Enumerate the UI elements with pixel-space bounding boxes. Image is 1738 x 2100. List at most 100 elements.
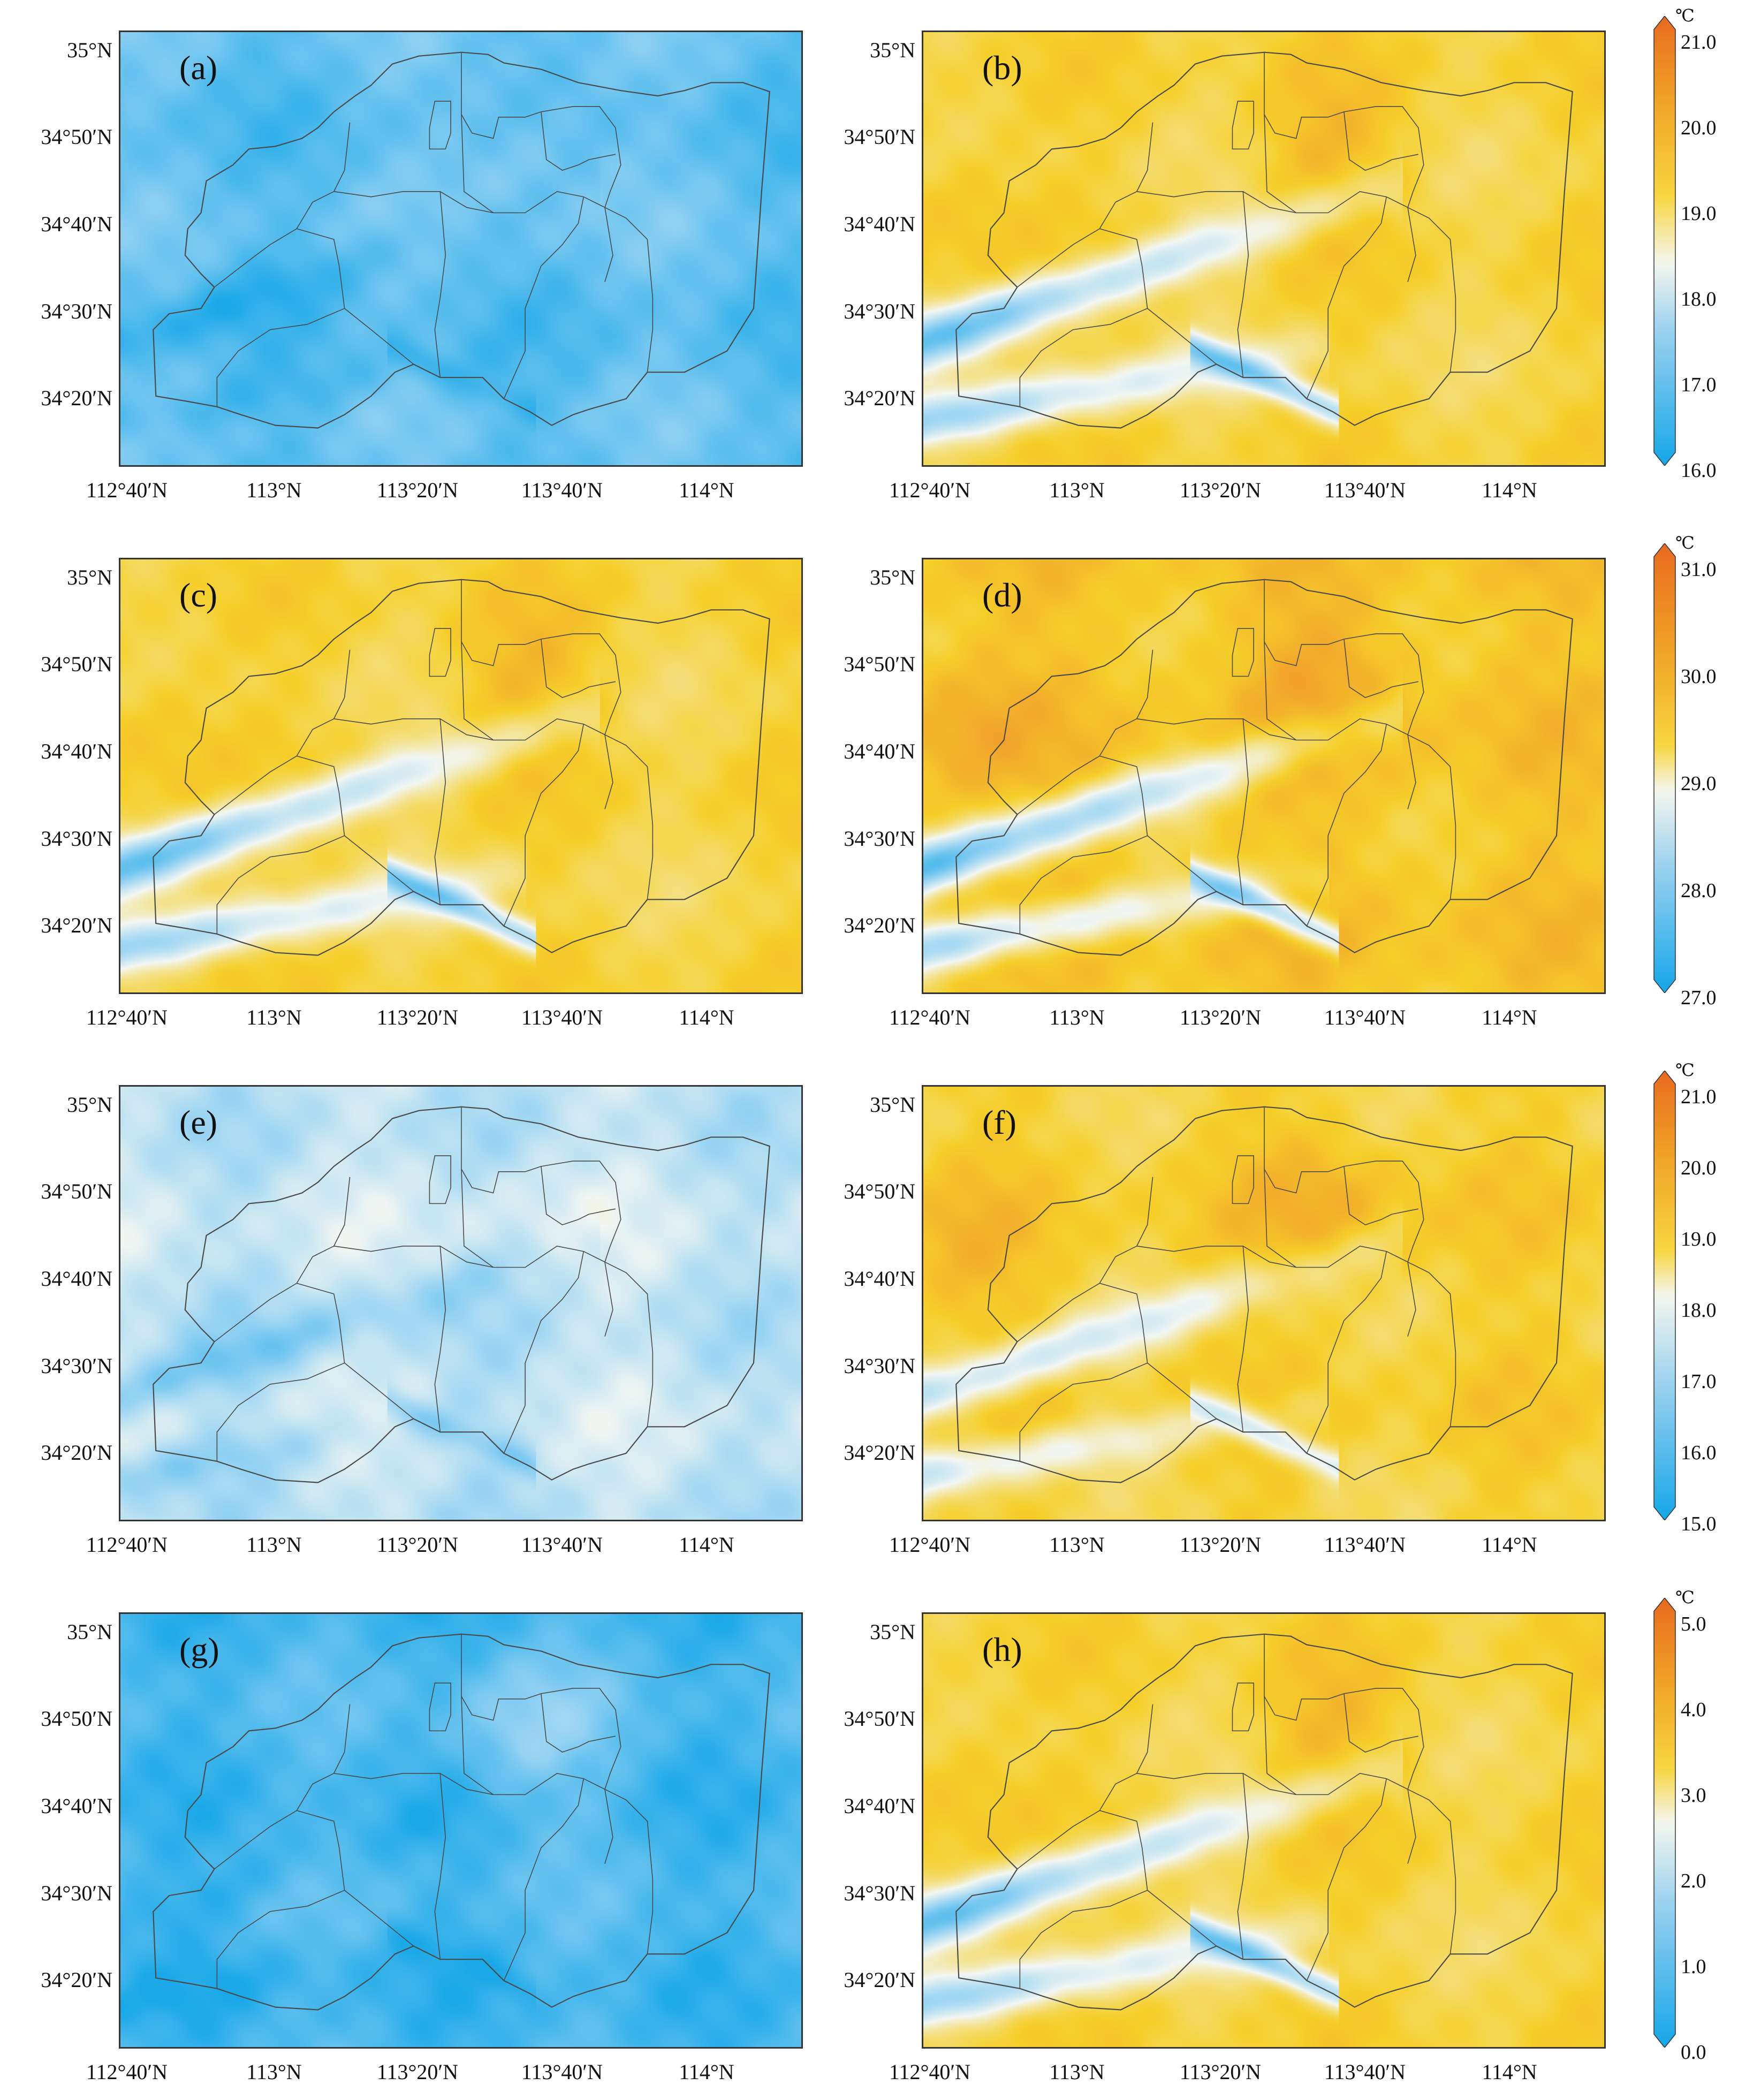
lat-tick: 34°30′N bbox=[41, 299, 112, 323]
lon-tick: 113°N bbox=[246, 478, 302, 502]
colorbar-tick: 3.0 bbox=[1681, 1784, 1706, 1807]
region-outline bbox=[955, 1633, 1573, 2011]
lon-tick: 113°20′N bbox=[376, 478, 459, 502]
colorbar-tick: 1.0 bbox=[1681, 1955, 1706, 1978]
lon-tick: 113°20′N bbox=[376, 1005, 459, 1029]
lon-tick: 114°N bbox=[679, 1533, 734, 1557]
county-boundary bbox=[434, 1773, 446, 1960]
panel-d: (d) 35°N 34°50′N 34°40′N 34°30′N 34°20′N… bbox=[803, 527, 1638, 1052]
county-boundary bbox=[1264, 638, 1392, 698]
county-boundary bbox=[461, 1165, 589, 1225]
county-boundary bbox=[333, 1245, 494, 1268]
heatmap-a bbox=[120, 32, 801, 465]
county-boundary bbox=[333, 1772, 494, 1795]
colorbar-4: ℃ 5.0 4.0 3.0 2.0 1.0 0.0 bbox=[1651, 1582, 1737, 2064]
lon-tick: 114°N bbox=[1482, 1005, 1537, 1029]
county-boundary bbox=[1306, 1251, 1387, 1454]
county-boundary bbox=[1016, 1704, 1153, 1870]
lon-tick: 112°40′N bbox=[889, 1533, 971, 1557]
panel-b: (b) 35°N 34°50′N 34°40′N 34°30′N 34°20′N… bbox=[803, 0, 1638, 525]
county-boundary bbox=[1099, 1283, 1217, 1420]
county-boundary bbox=[216, 835, 345, 934]
county-boundary bbox=[297, 228, 414, 365]
lon-tick: 114°N bbox=[1482, 478, 1537, 502]
map-h: (h) bbox=[922, 1612, 1606, 2049]
colorbar-3: ℃ 21.0 20.0 19.0 18.0 17.0 16.0 15.0 bbox=[1651, 1055, 1737, 1536]
county-boundary bbox=[429, 628, 451, 677]
colorbar-gradient bbox=[1653, 1598, 1676, 2048]
county-boundary bbox=[1306, 724, 1387, 927]
colorbar-tick: 0.0 bbox=[1681, 2041, 1706, 2064]
heatmap-h bbox=[923, 1614, 1604, 2047]
county-boundary bbox=[1016, 649, 1153, 815]
lon-tick: 113°40′N bbox=[1324, 478, 1406, 502]
county-boundary bbox=[429, 101, 451, 150]
county-boundary bbox=[1392, 681, 1419, 688]
county-boundary bbox=[461, 1634, 613, 1864]
county-boundary bbox=[1306, 1778, 1387, 1981]
lon-tick: 112°40′N bbox=[86, 1005, 168, 1029]
colorbar-gradient bbox=[1653, 543, 1676, 993]
lat-tick: 34°30′N bbox=[41, 827, 112, 851]
map-e: (e) bbox=[119, 1085, 803, 1521]
colorbar-unit: ℃ bbox=[1675, 533, 1695, 552]
colorbar-tick: 16.0 bbox=[1681, 459, 1717, 482]
map-d: (d) bbox=[922, 558, 1606, 994]
heatmap-g bbox=[120, 1614, 801, 2047]
county-boundary bbox=[1344, 106, 1424, 208]
lat-tick: 34°50′N bbox=[41, 1179, 112, 1203]
county-boundary bbox=[541, 1161, 621, 1262]
county-boundary bbox=[297, 755, 414, 892]
lat-tick: 34°40′N bbox=[41, 1267, 112, 1291]
county-boundary bbox=[1264, 579, 1416, 809]
lon-tick: 113°40′N bbox=[1324, 1005, 1406, 1029]
lon-tick: 112°40′N bbox=[86, 2060, 168, 2084]
lat-tick: 34°50′N bbox=[41, 1707, 112, 1731]
county-boundary bbox=[503, 1251, 585, 1454]
lat-tick: 35°N bbox=[67, 1093, 112, 1117]
colorbar-tick: 20.0 bbox=[1681, 117, 1717, 139]
lon-tick: 113°N bbox=[1049, 1005, 1105, 1029]
county-boundary bbox=[589, 681, 616, 688]
lat-tick: 34°50′N bbox=[41, 652, 112, 676]
lon-tick: 113°N bbox=[1049, 2060, 1105, 2084]
county-boundary bbox=[1237, 1773, 1249, 1960]
county-boundary bbox=[1344, 1688, 1424, 1790]
boundary-h bbox=[955, 1633, 1573, 2011]
region-outline bbox=[153, 579, 770, 956]
heatmap-b bbox=[923, 32, 1604, 465]
region-outline bbox=[955, 579, 1573, 956]
county-boundary bbox=[1264, 1106, 1416, 1337]
lat-tick: 34°20′N bbox=[41, 1968, 112, 1992]
lon-tick: 114°N bbox=[679, 1005, 734, 1029]
panel-label-f: (f) bbox=[982, 1103, 1016, 1141]
county-boundary bbox=[1019, 1362, 1148, 1461]
colorbar-tick: 31.0 bbox=[1681, 558, 1717, 581]
boundary-d bbox=[955, 579, 1573, 956]
colorbar-tick: 27.0 bbox=[1681, 987, 1717, 1009]
panel-c: (c) 35°N 34°50′N 34°40′N 34°30′N 34°20′N… bbox=[0, 527, 835, 1052]
region-outline bbox=[955, 51, 1573, 429]
county-boundary bbox=[1344, 633, 1424, 735]
lat-tick: 35°N bbox=[870, 38, 915, 62]
lon-tick: 113°20′N bbox=[376, 2060, 459, 2084]
boundary-a bbox=[153, 51, 770, 429]
lon-tick: 113°40′N bbox=[1324, 2060, 1406, 2084]
county-boundary bbox=[1264, 1165, 1392, 1225]
lat-tick: 34°20′N bbox=[844, 1968, 915, 1992]
county-boundary bbox=[1407, 207, 1456, 373]
lon-tick: 112°40′N bbox=[86, 478, 168, 502]
lon-tick: 113°40′N bbox=[521, 2060, 603, 2084]
county-boundary bbox=[1232, 1155, 1254, 1204]
lon-tick: 113°N bbox=[1049, 478, 1105, 502]
colorbar-tick: 17.0 bbox=[1681, 1370, 1717, 1393]
panel-e: (e) 35°N 34°50′N 34°40′N 34°30′N 34°20′N… bbox=[0, 1055, 835, 1579]
county-boundary bbox=[461, 638, 589, 698]
lat-tick: 34°40′N bbox=[844, 212, 915, 236]
county-boundary bbox=[604, 1261, 654, 1427]
county-boundary bbox=[1232, 1682, 1254, 1732]
county-boundary bbox=[503, 1778, 585, 1981]
county-boundary bbox=[461, 111, 589, 171]
colorbar-tick: 17.0 bbox=[1681, 374, 1717, 396]
lat-tick: 35°N bbox=[870, 1620, 915, 1644]
